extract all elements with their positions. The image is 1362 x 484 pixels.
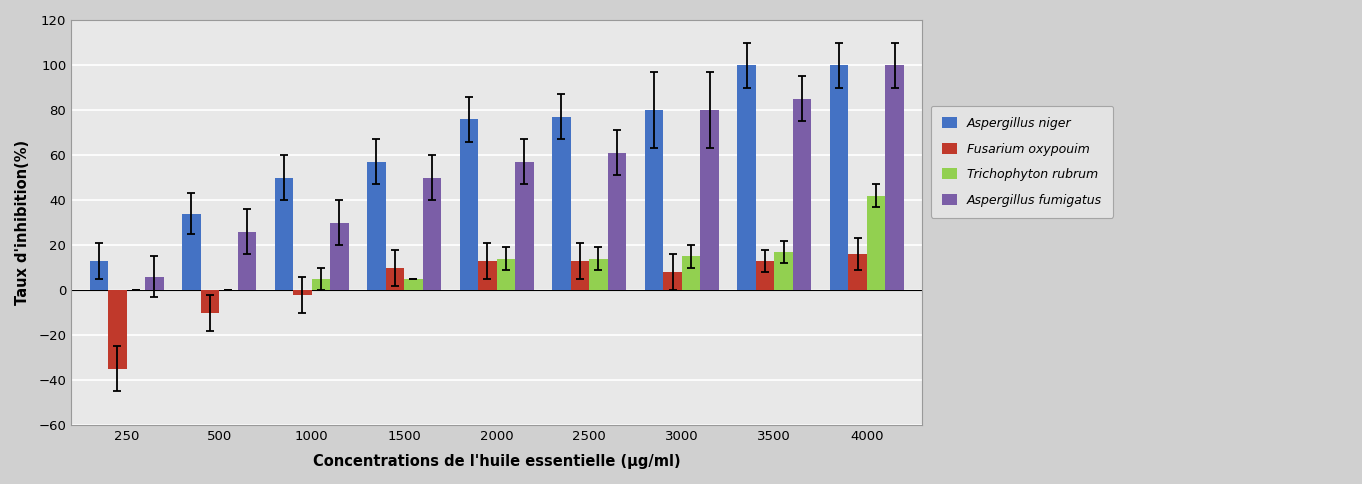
Bar (385, 268, 405, 290)
Bar (700, 110, 719, 290)
Bar (108, 290, 127, 369)
Bar (90, 261, 108, 290)
Bar (849, 254, 866, 290)
Bar (478, 261, 497, 290)
Bar (146, 276, 163, 290)
Bar (238, 231, 256, 290)
Bar (200, 290, 219, 313)
Bar (590, 258, 607, 290)
Bar (829, 65, 849, 290)
Bar (737, 65, 756, 290)
Bar (552, 117, 571, 290)
Bar (885, 65, 904, 290)
Bar (515, 162, 534, 290)
Bar (422, 178, 441, 290)
X-axis label: Concentrations de l'huile essentielle (µg/ml): Concentrations de l'huile essentielle (µ… (313, 454, 681, 469)
Bar (405, 279, 422, 290)
Legend: Aspergillus niger, Fusarium oxypouim, Trichophyton rubrum, Aspergillus fumigatus: Aspergillus niger, Fusarium oxypouim, Tr… (930, 106, 1113, 218)
Bar (793, 99, 812, 290)
Bar (330, 223, 349, 290)
Y-axis label: Taux d'inhibition(%): Taux d'inhibition(%) (15, 140, 30, 305)
Bar (368, 162, 385, 290)
Bar (663, 272, 682, 290)
Bar (497, 258, 515, 290)
Bar (607, 153, 627, 290)
Bar (866, 196, 885, 290)
Bar (293, 290, 312, 295)
Bar (774, 252, 793, 290)
Bar (644, 110, 663, 290)
Bar (682, 256, 700, 290)
Bar (571, 261, 590, 290)
Bar (275, 178, 293, 290)
Bar (460, 119, 478, 290)
Bar (312, 279, 330, 290)
Bar (756, 261, 774, 290)
Bar (183, 213, 200, 290)
